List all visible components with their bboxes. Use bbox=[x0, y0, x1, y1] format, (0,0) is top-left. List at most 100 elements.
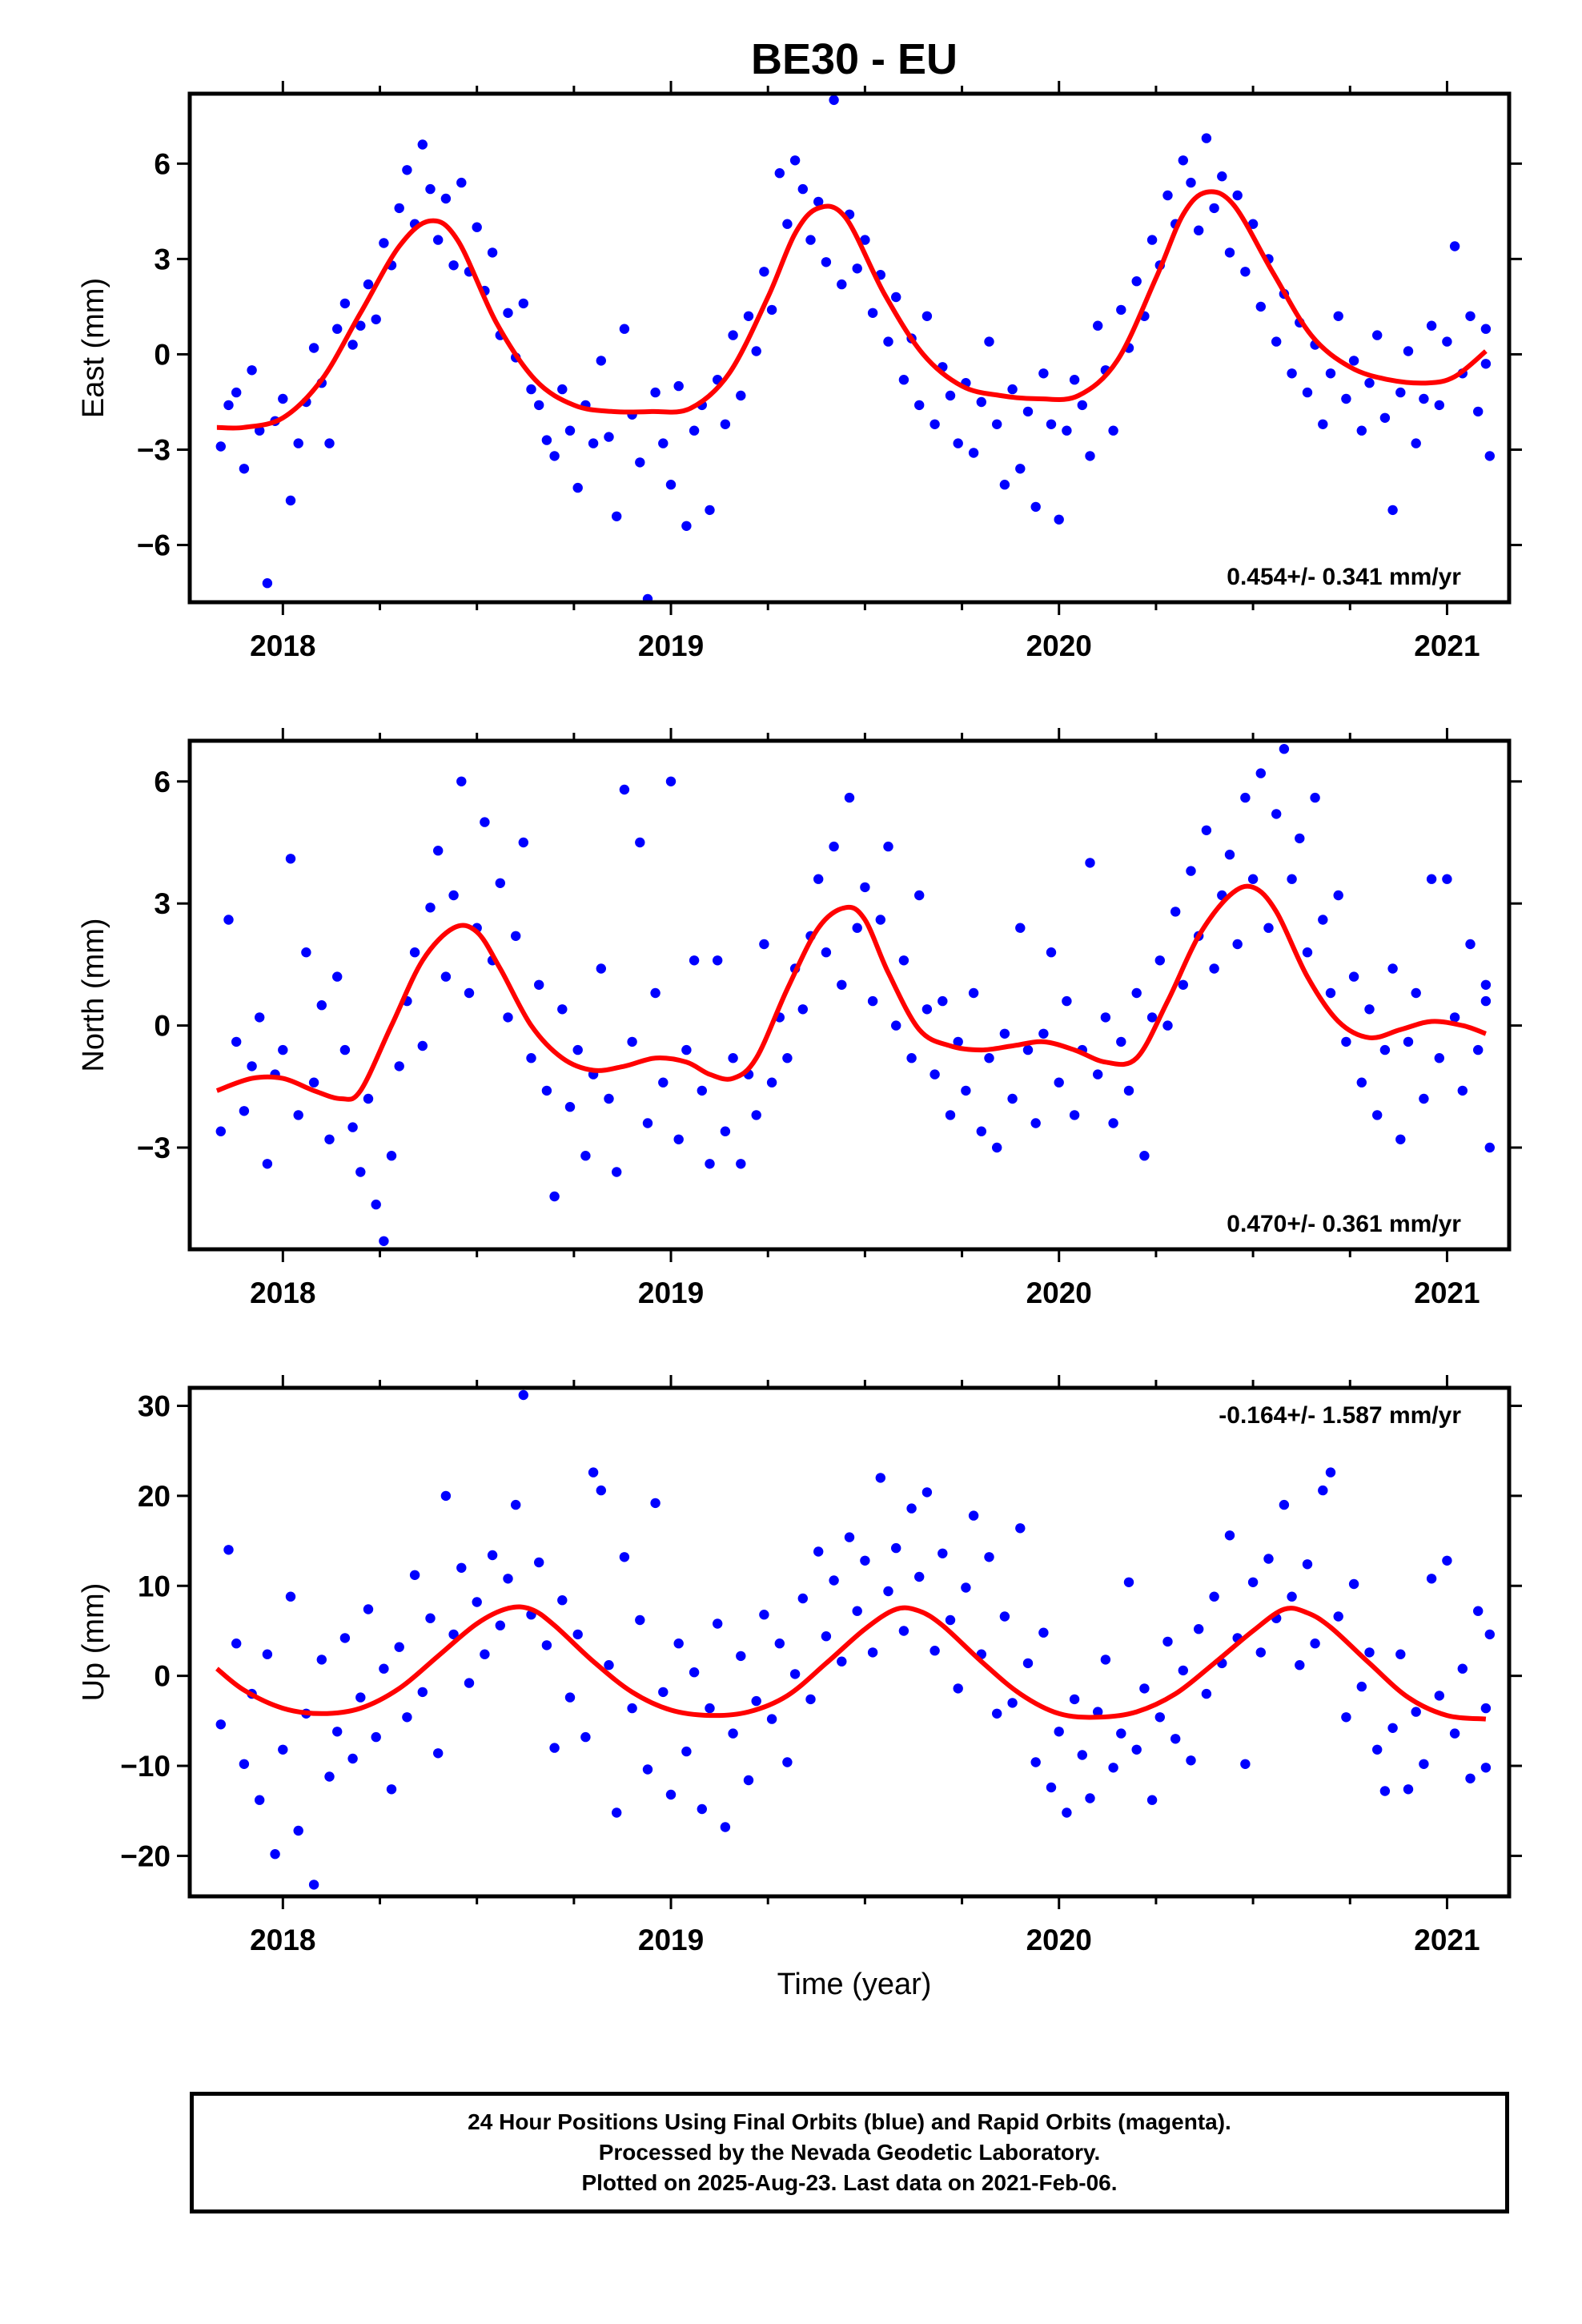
east-data-point bbox=[588, 438, 599, 448]
east-data-point bbox=[1333, 311, 1343, 321]
up-data-point bbox=[1201, 1688, 1212, 1699]
north-data-point bbox=[766, 1077, 777, 1088]
up-y-tick-label: 20 bbox=[138, 1480, 171, 1513]
east-data-point bbox=[883, 336, 893, 347]
east-fit-curve bbox=[216, 189, 1488, 431]
east-data-point bbox=[891, 292, 901, 303]
east-data-point bbox=[1419, 393, 1429, 404]
north-data-point bbox=[549, 1191, 560, 1202]
east-data-point bbox=[448, 260, 459, 271]
up-data-point bbox=[1465, 1773, 1476, 1783]
up-data-point bbox=[1279, 1499, 1290, 1510]
east-data-point bbox=[1186, 177, 1196, 188]
up-data-point bbox=[402, 1712, 412, 1723]
north-data-point bbox=[1271, 809, 1282, 819]
up-data-point bbox=[1194, 1624, 1204, 1634]
east-data-point bbox=[1085, 451, 1095, 461]
east-data-point bbox=[976, 396, 987, 408]
up-data-point bbox=[1457, 1663, 1468, 1674]
north-data-point bbox=[1085, 858, 1095, 868]
up-data-point bbox=[898, 1626, 909, 1636]
north-data-point bbox=[689, 955, 700, 966]
up-data-point bbox=[495, 1620, 505, 1630]
east-plot-frame bbox=[187, 91, 1512, 605]
up-data-point bbox=[673, 1638, 684, 1649]
up-data-point bbox=[1473, 1606, 1484, 1616]
up-data-point bbox=[914, 1571, 925, 1582]
east-x-tick-label: 2020 bbox=[1026, 629, 1092, 662]
up-data-point bbox=[534, 1557, 544, 1568]
north-data-point bbox=[1457, 1085, 1468, 1096]
north-data-point bbox=[976, 1126, 987, 1136]
up-data-point bbox=[1333, 1611, 1343, 1622]
east-data-point bbox=[665, 480, 677, 490]
east-x-tick-label: 2018 bbox=[250, 629, 315, 662]
north-data-point bbox=[1341, 1036, 1351, 1047]
up-data-point bbox=[464, 1678, 475, 1688]
up-data-point bbox=[837, 1656, 847, 1667]
east-data-point bbox=[860, 235, 870, 245]
east-data-point bbox=[829, 94, 839, 106]
north-data-point bbox=[627, 1036, 637, 1047]
north-data-point bbox=[316, 1000, 327, 1011]
north-data-point bbox=[1054, 1077, 1064, 1088]
up-data-point bbox=[1146, 1795, 1158, 1805]
north-data-point bbox=[1093, 1069, 1103, 1080]
north-plot-frame bbox=[187, 738, 1512, 1252]
east-data-point bbox=[930, 419, 940, 429]
north-data-point bbox=[898, 955, 909, 966]
up-data-point bbox=[658, 1687, 669, 1698]
up-data-point bbox=[728, 1728, 738, 1739]
up-data-point bbox=[1139, 1683, 1150, 1694]
east-y-tick-label: −3 bbox=[137, 434, 171, 467]
up-data-point bbox=[953, 1683, 963, 1694]
north-data-point bbox=[945, 1110, 956, 1120]
up-data-point bbox=[1108, 1763, 1118, 1773]
up-data-point bbox=[961, 1582, 971, 1593]
east-y-tick-label: 3 bbox=[154, 243, 171, 275]
north-data-point bbox=[968, 987, 979, 999]
north-data-point bbox=[347, 1122, 358, 1132]
east-data-point bbox=[673, 380, 684, 392]
up-data-point bbox=[1387, 1723, 1398, 1733]
east-y-tick-label: 6 bbox=[154, 147, 171, 180]
up-data-point bbox=[1426, 1574, 1437, 1584]
north-data-point bbox=[1434, 1053, 1445, 1063]
up-data-point bbox=[945, 1614, 956, 1626]
north-data-point bbox=[697, 1085, 707, 1096]
east-data-point bbox=[1194, 225, 1204, 235]
up-data-point bbox=[844, 1532, 855, 1542]
east-data-point bbox=[487, 247, 498, 258]
north-data-point bbox=[728, 1053, 738, 1063]
north-data-point bbox=[681, 1044, 692, 1055]
up-data-point bbox=[379, 1663, 389, 1674]
up-data-point bbox=[285, 1591, 296, 1602]
north-data-point bbox=[1209, 963, 1219, 974]
north-data-point bbox=[1318, 915, 1328, 925]
north-data-point bbox=[386, 1151, 397, 1161]
north-data-point bbox=[1146, 1012, 1158, 1023]
north-data-point bbox=[247, 1061, 257, 1072]
east-data-point bbox=[789, 155, 801, 166]
north-points bbox=[215, 744, 1496, 1247]
up-data-point bbox=[906, 1503, 917, 1514]
east-data-point bbox=[867, 308, 878, 318]
north-data-point bbox=[308, 1077, 319, 1088]
up-data-point bbox=[394, 1642, 404, 1652]
east-data-point bbox=[456, 177, 467, 188]
north-data-point bbox=[379, 1236, 389, 1247]
east-data-point bbox=[425, 183, 436, 195]
up-data-point bbox=[1186, 1755, 1196, 1766]
up-data-point bbox=[1341, 1712, 1351, 1723]
north-y-tick-label: 6 bbox=[154, 766, 171, 798]
up-data-point bbox=[665, 1789, 677, 1800]
east-data-point bbox=[557, 384, 568, 395]
up-data-point bbox=[1054, 1727, 1064, 1737]
up-data-point bbox=[860, 1555, 870, 1566]
east-data-point bbox=[1046, 419, 1057, 429]
east-data-point bbox=[1108, 425, 1118, 436]
up-data-point bbox=[766, 1714, 777, 1724]
up-data-point bbox=[518, 1389, 528, 1401]
up-data-point bbox=[433, 1748, 444, 1759]
north-data-point bbox=[1411, 987, 1421, 999]
